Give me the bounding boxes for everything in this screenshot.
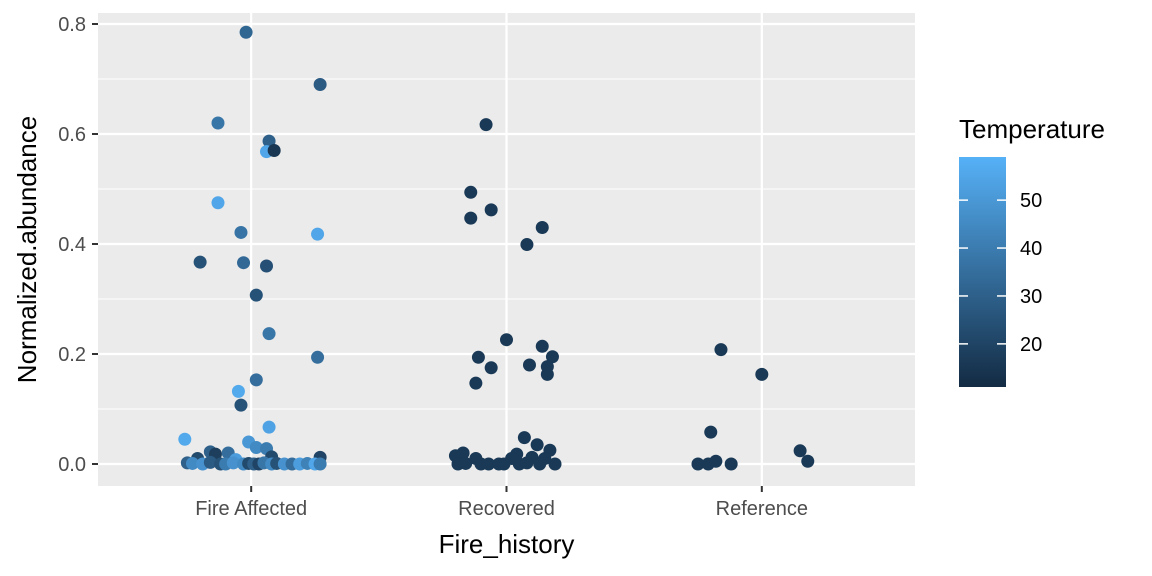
data-point bbox=[231, 384, 245, 398]
y-axis-title: Normalized.abundance bbox=[12, 116, 42, 383]
data-point bbox=[262, 420, 276, 434]
data-point bbox=[691, 457, 705, 471]
data-point bbox=[704, 425, 718, 439]
data-point bbox=[237, 256, 251, 270]
y-tick-label: 0.0 bbox=[58, 454, 86, 476]
data-point bbox=[714, 343, 728, 357]
data-point bbox=[185, 456, 199, 470]
data-point bbox=[249, 441, 263, 454]
data-point bbox=[193, 255, 207, 269]
data-point bbox=[500, 333, 513, 347]
x-tick-label: Fire Affected bbox=[195, 498, 307, 520]
y-tick-label: 0.2 bbox=[58, 344, 86, 366]
data-point bbox=[533, 457, 547, 471]
legend-tick-label: 30 bbox=[1020, 286, 1042, 308]
data-point bbox=[535, 339, 549, 353]
data-point bbox=[311, 350, 325, 364]
data-point bbox=[522, 358, 536, 372]
data-point bbox=[469, 376, 483, 390]
data-point bbox=[249, 373, 263, 387]
data-point bbox=[313, 78, 327, 91]
data-point bbox=[311, 227, 325, 241]
data-point bbox=[313, 457, 327, 471]
data-point bbox=[239, 25, 253, 39]
data-point bbox=[724, 457, 738, 471]
data-point bbox=[709, 454, 723, 468]
data-point bbox=[178, 432, 192, 446]
data-point bbox=[234, 398, 248, 412]
data-point bbox=[484, 361, 498, 375]
x-axis-title: Fire_history bbox=[439, 529, 575, 559]
x-tick-label: Reference bbox=[716, 498, 808, 520]
axes: 0.0 0.2 0.4 0.6 0.8 Fire Affected Recovered Ref… bbox=[58, 14, 808, 520]
data-point bbox=[484, 203, 498, 217]
data-point bbox=[464, 185, 478, 199]
y-tick-label: 0.8 bbox=[58, 14, 86, 36]
data-point bbox=[459, 456, 473, 470]
data-point bbox=[203, 455, 217, 469]
data-point bbox=[801, 454, 815, 468]
data-point bbox=[793, 444, 807, 458]
data-point bbox=[211, 196, 225, 210]
data-point bbox=[482, 457, 496, 471]
data-point bbox=[540, 367, 554, 381]
legend-colorbar bbox=[959, 157, 1006, 387]
data-point bbox=[517, 431, 531, 445]
x-tick-label: Recovered bbox=[458, 498, 555, 520]
data-point bbox=[535, 221, 549, 234]
legend-tick-label: 50 bbox=[1020, 190, 1042, 212]
plot-panel bbox=[98, 13, 915, 486]
data-point bbox=[497, 457, 511, 471]
data-point bbox=[471, 350, 485, 364]
color-legend: Temperature 20 30 40 50 bbox=[959, 114, 1105, 387]
data-point bbox=[226, 456, 240, 470]
data-point bbox=[755, 367, 769, 381]
legend-tick-label: 40 bbox=[1020, 238, 1042, 260]
y-tick-label: 0.4 bbox=[58, 234, 86, 256]
data-point bbox=[260, 259, 274, 273]
data-point bbox=[479, 118, 493, 132]
data-point bbox=[520, 238, 534, 252]
data-point bbox=[262, 327, 276, 341]
legend-title: Temperature bbox=[959, 114, 1105, 144]
data-point bbox=[548, 457, 562, 471]
data-point bbox=[520, 456, 534, 470]
data-point bbox=[234, 225, 248, 239]
data-point bbox=[464, 211, 478, 225]
y-tick-label: 0.6 bbox=[58, 124, 86, 146]
data-point bbox=[211, 116, 225, 130]
data-points bbox=[178, 25, 815, 471]
data-point bbox=[545, 350, 559, 364]
data-point bbox=[530, 438, 544, 452]
data-point bbox=[267, 144, 281, 157]
data-point bbox=[249, 288, 263, 302]
legend-tick-label: 20 bbox=[1020, 334, 1042, 356]
